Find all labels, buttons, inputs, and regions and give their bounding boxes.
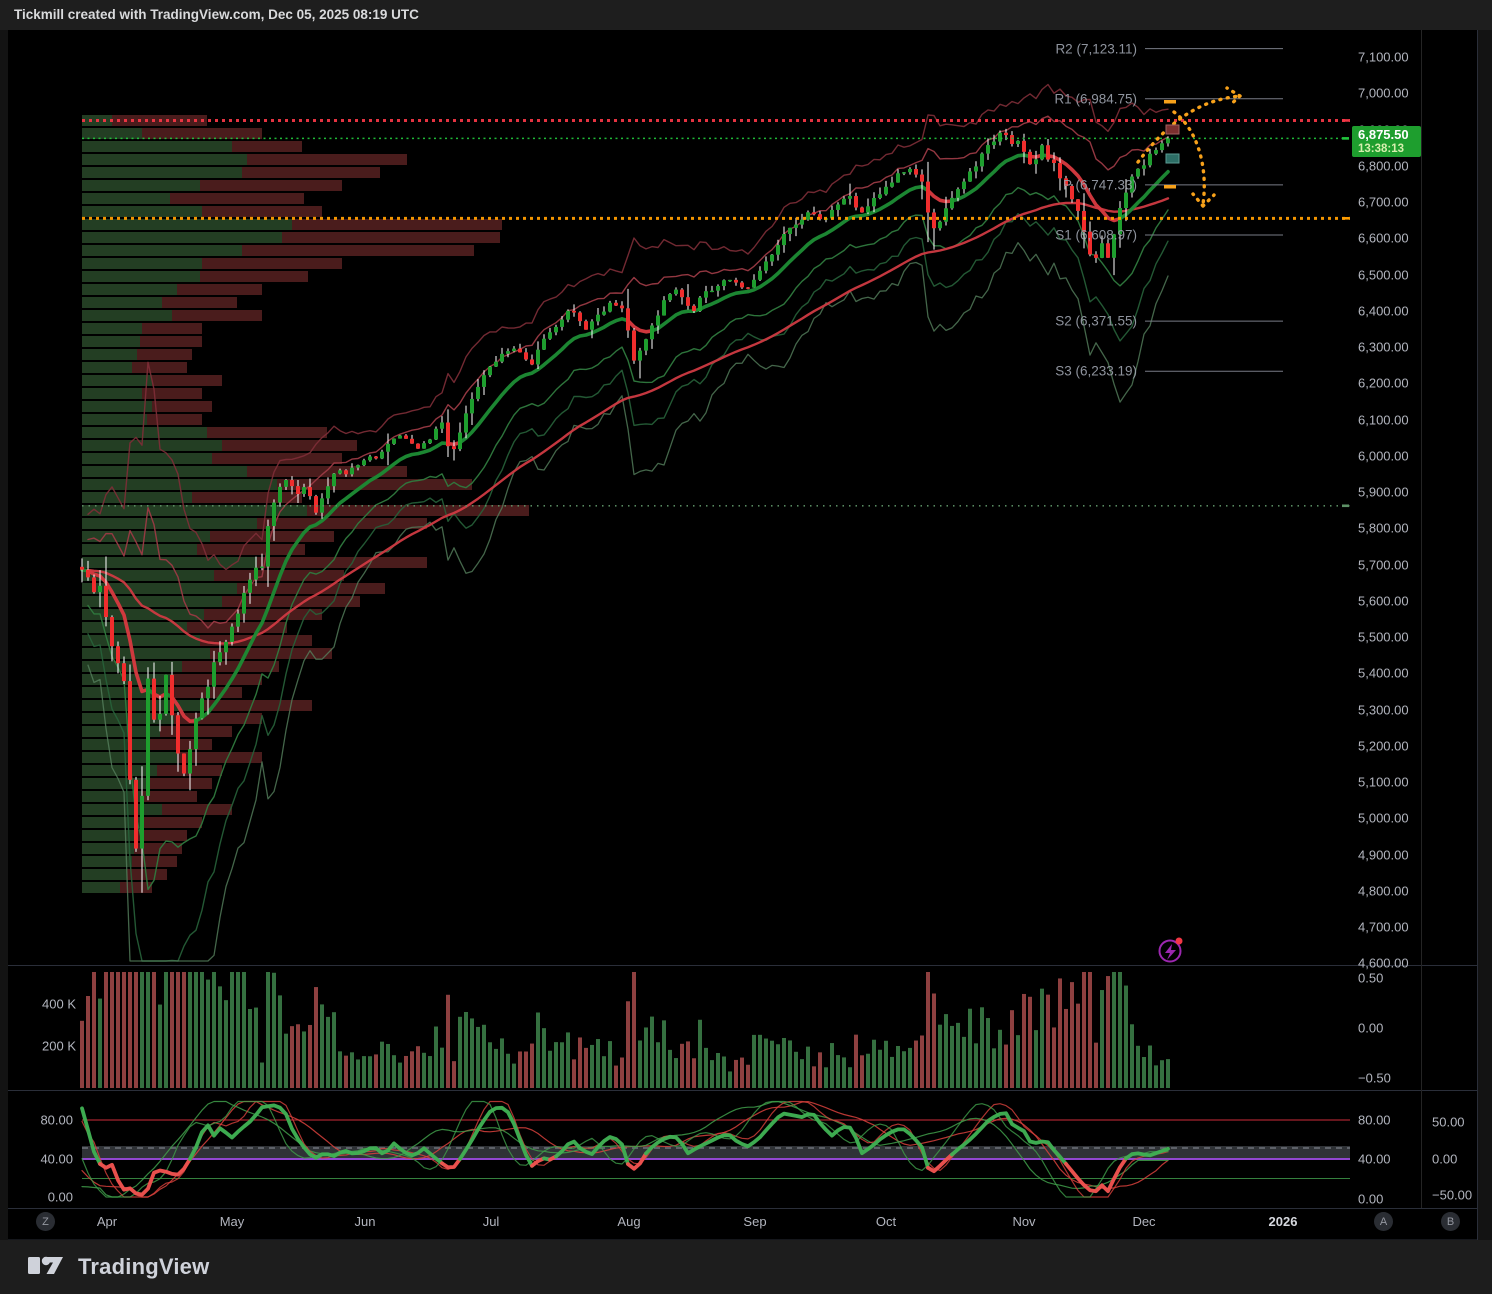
header-bar: Tickmill created with TradingView.com, D…	[0, 0, 1492, 30]
oscillator-pane	[80, 1100, 1350, 1198]
volume-pane	[80, 972, 1170, 1088]
candles	[80, 128, 1170, 893]
header-title: Tickmill created with TradingView.com, D…	[14, 7, 419, 22]
current-price-badge: 6,875.50 13:38:13	[1352, 126, 1421, 158]
tradingview-wordmark: TradingView	[78, 1254, 210, 1279]
tradingview-logo-icon	[28, 1256, 63, 1274]
scale-b-button[interactable]: B	[1441, 1212, 1460, 1231]
bar-countdown: 13:38:13	[1358, 142, 1405, 155]
level-lines	[82, 118, 1350, 508]
annotations	[1136, 86, 1242, 963]
scale-a-button[interactable]: A	[1374, 1212, 1393, 1231]
footer-bar: TradingView	[0, 1240, 1492, 1294]
pivot-lines	[1145, 48, 1283, 372]
current-price-value: 6,875.50	[1358, 127, 1409, 142]
timezone-button[interactable]: Z	[36, 1212, 55, 1231]
